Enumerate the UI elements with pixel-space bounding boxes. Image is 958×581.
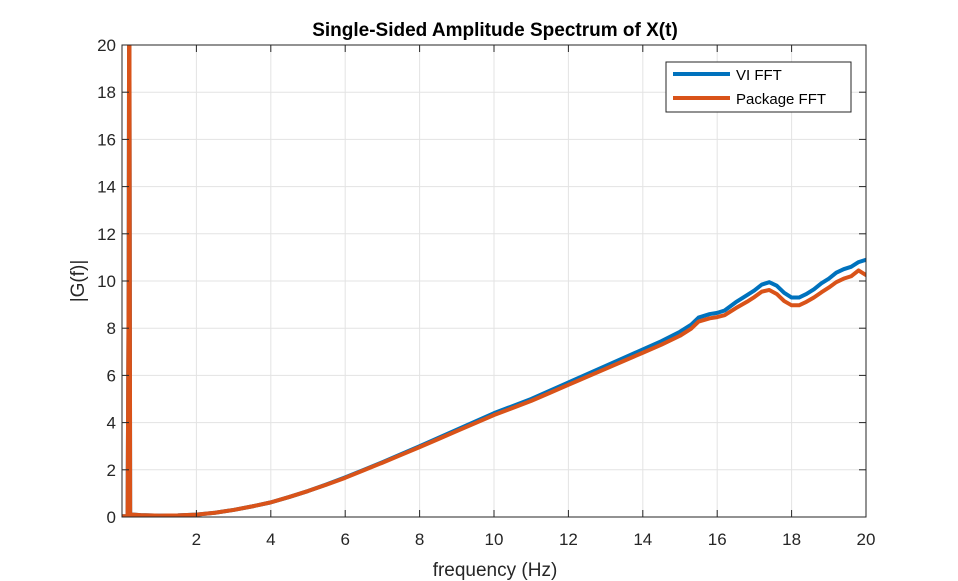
x-tick-label: 12 — [559, 530, 578, 549]
legend-box — [665, 61, 852, 113]
series-line-1 — [122, 45, 866, 517]
y-tick-label: 2 — [107, 461, 116, 480]
y-tick-label: 8 — [107, 319, 116, 338]
y-tick-label: 6 — [107, 366, 116, 385]
y-tick-label: 12 — [97, 225, 116, 244]
x-tick-label: 4 — [266, 530, 275, 549]
y-axis-label: |G(f)| — [68, 260, 89, 303]
x-tick-label: 18 — [782, 530, 801, 549]
x-axis-label: frequency (Hz) — [433, 560, 558, 581]
x-tick-label: 20 — [857, 530, 876, 549]
y-tick-label: 4 — [107, 414, 116, 433]
chart-title: Single-Sided Amplitude Spectrum of X(t) — [312, 20, 678, 41]
x-tick-label: 14 — [633, 530, 652, 549]
x-tick-label: 2 — [192, 530, 201, 549]
series-layer — [122, 45, 866, 517]
x-tick-label: 16 — [708, 530, 727, 549]
y-tick-label: 16 — [97, 130, 116, 149]
y-tick-label: 10 — [97, 272, 116, 291]
x-tick-label: 8 — [415, 530, 424, 549]
x-tick-label: 6 — [340, 530, 349, 549]
axis-ticks: 2 4 6 8 10 12 14 16 18 20 0 2 4 6 8 10 12 14 16 18 20 — [97, 36, 875, 549]
legend-label-vi-fft: VI FFT — [736, 67, 782, 84]
y-tick-label: 18 — [97, 83, 116, 102]
legend: VI FFT Package FFT — [665, 61, 852, 113]
y-tick-label: 20 — [97, 36, 116, 55]
legend-label-package-fft: Package FFT — [736, 91, 826, 108]
x-tick-label: 10 — [485, 530, 504, 549]
y-tick-label: 14 — [97, 178, 116, 197]
y-tick-label: 0 — [107, 508, 116, 527]
